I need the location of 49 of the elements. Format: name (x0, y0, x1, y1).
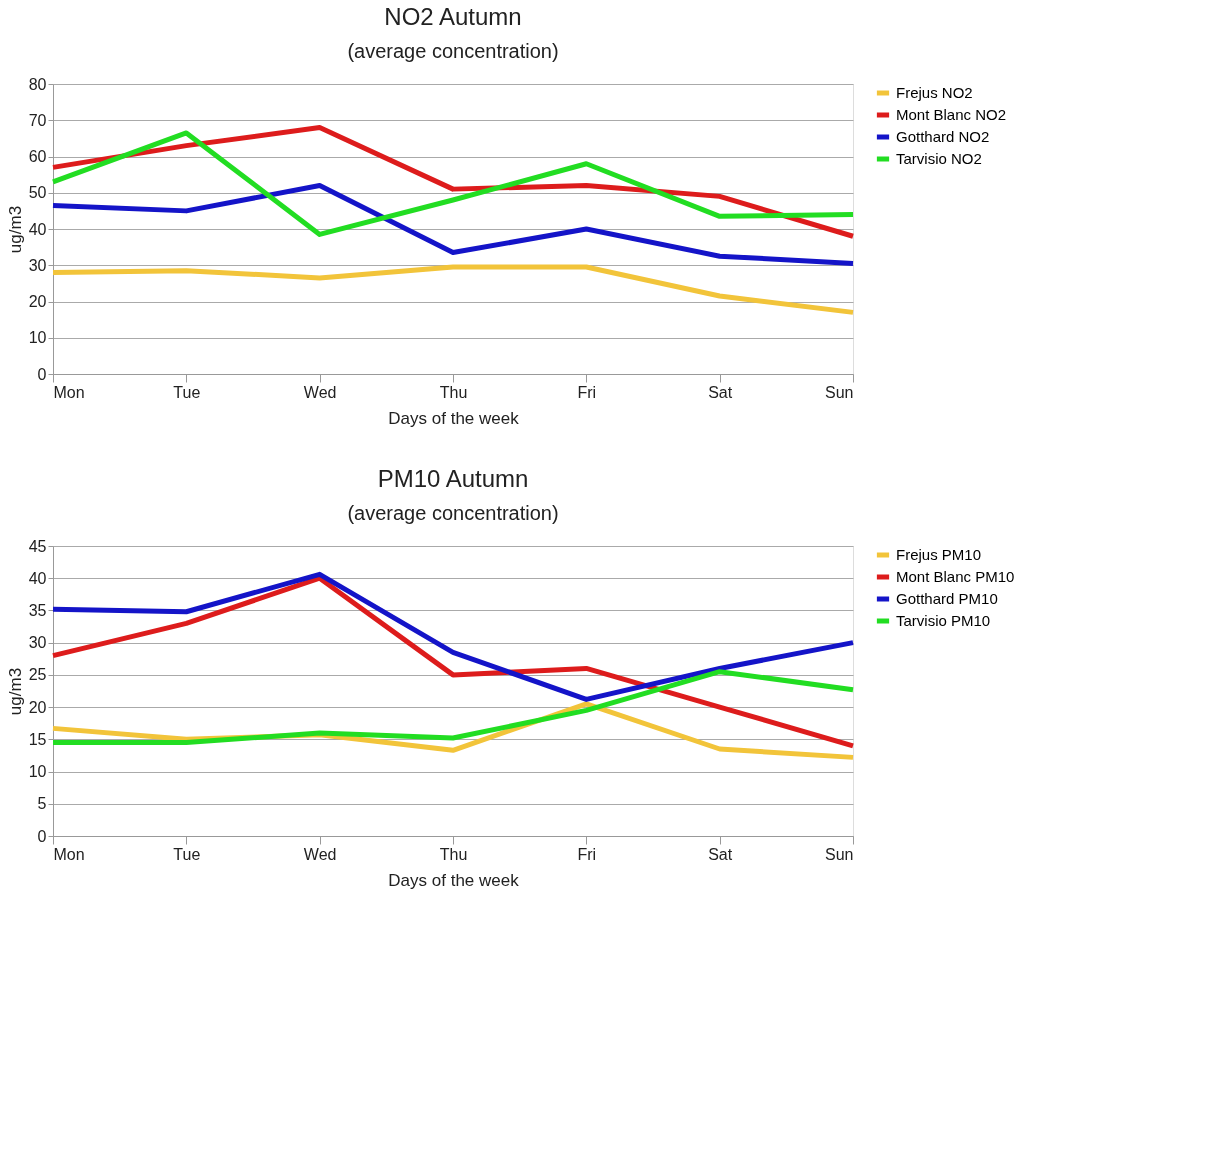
y-tick-label: 0 (37, 365, 47, 383)
legend-label: Frejus PM10 (896, 546, 982, 563)
y-tick-label: 30 (28, 256, 47, 274)
chart-title: NO2 Autumn (384, 3, 522, 30)
y-tick-label: 20 (28, 293, 47, 310)
x-tick-label: Thu (439, 383, 468, 401)
x-axis-title: Days of the week (388, 870, 520, 890)
y-tick-label: 40 (28, 220, 47, 238)
y-tick-label: 35 (28, 601, 47, 619)
x-tick-label: Thu (439, 845, 468, 863)
y-tick-label: 45 (28, 537, 47, 555)
x-tick-label: Tue (173, 383, 201, 401)
y-tick-label: 30 (28, 634, 47, 652)
chart-subtitle: (average concentration) (347, 502, 559, 524)
y-tick-label: 10 (28, 329, 47, 347)
x-tick-label: Fri (577, 383, 597, 401)
x-tick-label: Sat (708, 383, 733, 401)
legend-label: Gotthard PM10 (896, 590, 998, 607)
y-tick-label: 5 (37, 795, 47, 813)
y-tick-label: 70 (28, 111, 47, 129)
y-tick-label: 10 (28, 763, 47, 781)
legend-label: Gotthard NO2 (896, 128, 990, 145)
x-tick-label: Mon (53, 845, 85, 863)
x-tick-label: Fri (577, 845, 597, 863)
x-tick-label: Sun (825, 845, 854, 863)
y-axis-title: ug/m3 (5, 667, 25, 716)
y-axis-title: ug/m3 (5, 205, 25, 254)
y-tick-label: 25 (28, 666, 47, 684)
y-tick-label: 40 (28, 569, 47, 587)
chart-title: PM10 Autumn (377, 465, 529, 492)
x-axis-title: Days of the week (388, 408, 520, 428)
legend-label: Tarvisio NO2 (896, 150, 982, 167)
legend-label: Frejus NO2 (896, 84, 973, 101)
y-tick-label: 0 (37, 827, 47, 845)
legend-label: Tarvisio PM10 (896, 612, 991, 629)
chart-subtitle: (average concentration) (347, 40, 559, 62)
y-tick-label: 80 (28, 75, 47, 93)
legend-label: Mont Blanc NO2 (896, 106, 1007, 123)
x-tick-label: Wed (303, 845, 337, 863)
x-tick-label: Sun (825, 383, 854, 401)
x-tick-label: Wed (303, 383, 337, 401)
y-tick-label: 15 (28, 730, 47, 748)
y-tick-label: 50 (28, 184, 47, 202)
y-tick-label: 20 (28, 698, 47, 716)
x-tick-label: Sat (708, 845, 733, 863)
x-tick-label: Tue (173, 845, 201, 863)
legend-label: Mont Blanc PM10 (896, 568, 1015, 585)
x-tick-label: Mon (53, 383, 85, 401)
y-tick-label: 60 (28, 148, 47, 165)
